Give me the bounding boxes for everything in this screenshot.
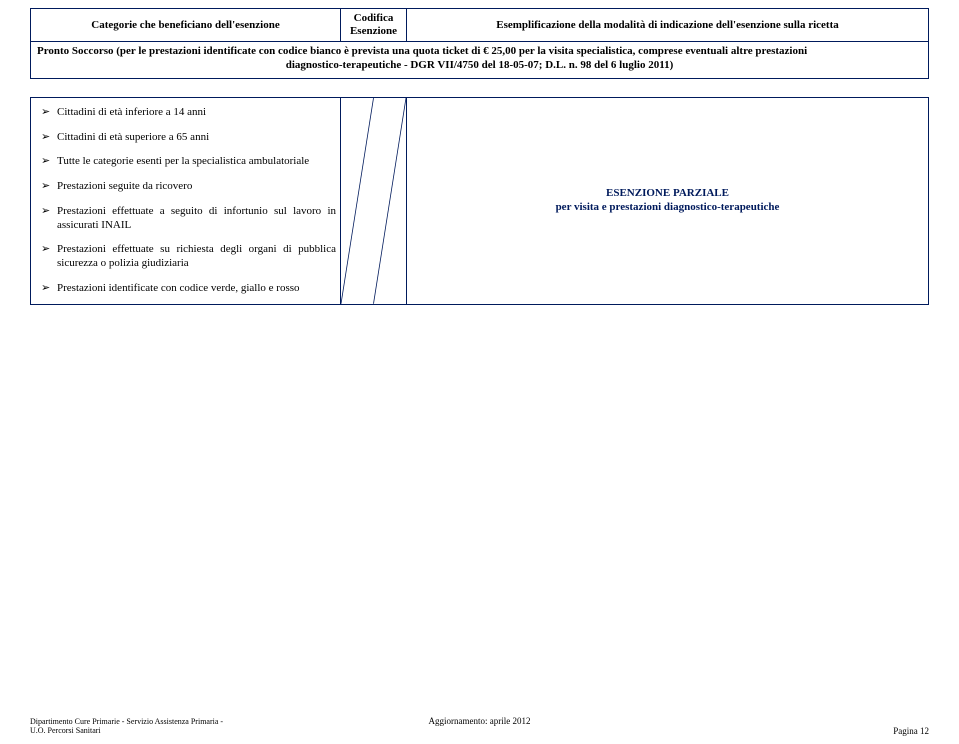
bullet-marker-icon: ➢	[41, 106, 50, 120]
list-item: ➢ Prestazioni effettuate su richiesta deg…	[41, 243, 336, 271]
footer-center: Aggiornamento: aprile 2012	[0, 716, 959, 726]
bullet-text: Prestazioni seguite da ricovero	[57, 180, 192, 192]
bullet-text: Prestazioni effettuate su richiesta degl…	[57, 243, 336, 269]
header-col3-text: Esemplificazione della modalità di indic…	[496, 19, 839, 31]
diagonal-lines-icon	[341, 98, 406, 304]
list-item: ➢ Cittadini di età inferiore a 14 anni	[41, 106, 336, 120]
header-col1-text: Categorie che beneficiano dell'esenzione	[91, 19, 280, 31]
bullet-text: Prestazioni identificate con codice verd…	[57, 282, 300, 294]
list-item: ➢ Prestazioni effettuate a seguito di inf…	[41, 205, 336, 233]
pronto-line2: diagnostico-terapeutiche - DGR VII/4750 …	[37, 59, 922, 73]
header-col2: Codifica Esenzione	[341, 9, 407, 42]
list-item: ➢ Cittadini di età superiore a 65 anni	[41, 131, 336, 145]
header-table: Categorie che beneficiano dell'esenzione…	[30, 8, 929, 42]
bullet-marker-icon: ➢	[41, 205, 50, 219]
header-col2-line2: Esenzione	[350, 25, 397, 37]
footer-left-line2: U.O. Percorsi Sanitari	[30, 726, 101, 735]
esenzione-line1: ESENZIONE PARZIALE	[415, 187, 920, 201]
bullet-text: Cittadini di età superiore a 65 anni	[57, 131, 209, 143]
main-col3: ESENZIONE PARZIALE per visita e prestazi…	[407, 97, 929, 304]
list-item: ➢ Tutte le categorie esenti per la specia…	[41, 155, 336, 169]
bullet-list: ➢ Cittadini di età inferiore a 14 anni ➢ C…	[41, 106, 336, 296]
header-col3: Esemplificazione della modalità di indic…	[407, 9, 929, 42]
list-item: ➢ Prestazioni identificate con codice ver…	[41, 282, 336, 296]
esenzione-block: ESENZIONE PARZIALE per visita e prestazi…	[415, 187, 920, 215]
footer-right: Pagina 12	[893, 726, 929, 736]
main-col1: ➢ Cittadini di età inferiore a 14 anni ➢ C…	[31, 97, 341, 304]
bullet-marker-icon: ➢	[41, 180, 50, 194]
main-content-table: ➢ Cittadini di età inferiore a 14 anni ➢ C…	[30, 97, 929, 305]
main-col2	[341, 97, 407, 304]
bullet-marker-icon: ➢	[41, 282, 50, 296]
esenzione-line2: per visita e prestazioni diagnostico-ter…	[415, 201, 920, 215]
footer-right-text: Pagina 12	[893, 726, 929, 736]
pronto-line1: Pronto Soccorso (per le prestazioni iden…	[37, 45, 922, 59]
footer-center-text: Aggiornamento: aprile 2012	[429, 716, 531, 726]
list-item: ➢ Prestazioni seguite da ricovero	[41, 180, 336, 194]
pronto-soccorso-row: Pronto Soccorso (per le prestazioni iden…	[30, 42, 929, 79]
bullet-marker-icon: ➢	[41, 155, 50, 169]
header-col1: Categorie che beneficiano dell'esenzione	[31, 9, 341, 42]
bullet-text: Cittadini di età inferiore a 14 anni	[57, 106, 206, 118]
bullet-marker-icon: ➢	[41, 243, 50, 257]
bullet-marker-icon: ➢	[41, 131, 50, 145]
bullet-text: Prestazioni effettuate a seguito di info…	[57, 205, 336, 231]
header-col2-line1: Codifica	[354, 12, 394, 24]
bullet-text: Tutte le categorie esenti per la special…	[57, 155, 309, 167]
